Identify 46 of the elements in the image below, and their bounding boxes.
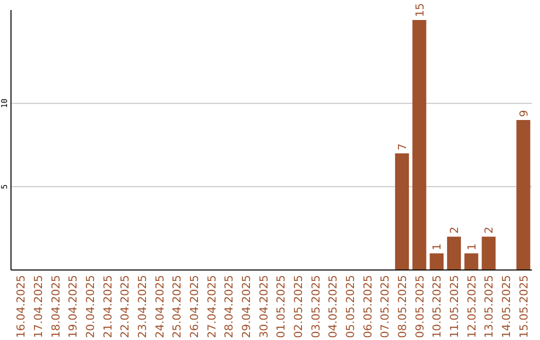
- x-tick-label: 14.05.2025: [500, 275, 513, 338]
- data-label: 7: [396, 143, 409, 150]
- x-tick-label: 04.05.2025: [326, 275, 340, 338]
- x-tick-label: 28.04.2025: [222, 275, 236, 338]
- x-tick-label: 24.04.2025: [153, 275, 166, 338]
- x-tick-label: 25.04.2025: [170, 275, 184, 338]
- data-label: 1: [465, 243, 478, 250]
- x-tick-label: 30.04.2025: [257, 275, 270, 338]
- data-label: 2: [448, 226, 461, 234]
- data-label: 9: [517, 110, 530, 117]
- bar: [482, 236, 496, 270]
- x-tick-label: 05.05.2025: [344, 275, 357, 338]
- y-tick-label: 5: [0, 184, 9, 190]
- x-tick-label: 20.04.2025: [84, 275, 97, 338]
- x-tick-label: 13.05.2025: [482, 275, 496, 338]
- x-tick-label: 02.05.2025: [292, 275, 305, 338]
- x-tick-label: 21.04.2025: [101, 275, 114, 338]
- x-tick-label: 23.04.2025: [136, 275, 149, 338]
- x-tick-label: 08.05.2025: [396, 275, 409, 338]
- x-tick-label: 15.05.2025: [517, 275, 530, 338]
- x-tick-label: 09.05.2025: [413, 275, 426, 338]
- x-tick-label: 16.04.2025: [14, 275, 28, 338]
- x-tick-label: 06.05.2025: [361, 275, 374, 338]
- x-tick-label: 10.05.2025: [430, 275, 444, 338]
- bar: [412, 20, 426, 270]
- data-label: 1: [430, 243, 444, 250]
- x-tick-label: 27.04.2025: [205, 275, 218, 338]
- x-tick-label: 11.05.2025: [448, 275, 461, 338]
- x-tick-label: 19.04.2025: [66, 275, 80, 338]
- x-tick-label: 17.04.2025: [32, 275, 45, 338]
- x-tick-label: 01.05.2025: [274, 275, 288, 338]
- bar: [447, 236, 461, 270]
- x-tick-label: 18.04.2025: [49, 275, 62, 338]
- bar: [464, 253, 478, 270]
- x-tick-label: 22.04.2025: [118, 275, 132, 338]
- x-tick-label: 26.04.2025: [188, 275, 201, 338]
- y-tick-label: 10: [0, 98, 9, 108]
- x-tick-label: 07.05.2025: [378, 275, 392, 338]
- x-tick-label: 29.04.2025: [240, 275, 253, 338]
- data-label: 15: [413, 3, 426, 17]
- x-tick-label: 03.05.2025: [309, 275, 322, 338]
- bar: [516, 120, 530, 270]
- x-tick-label: 12.05.2025: [465, 275, 478, 338]
- bar: [430, 253, 444, 270]
- bar: [395, 153, 409, 270]
- data-label: 2: [482, 226, 496, 234]
